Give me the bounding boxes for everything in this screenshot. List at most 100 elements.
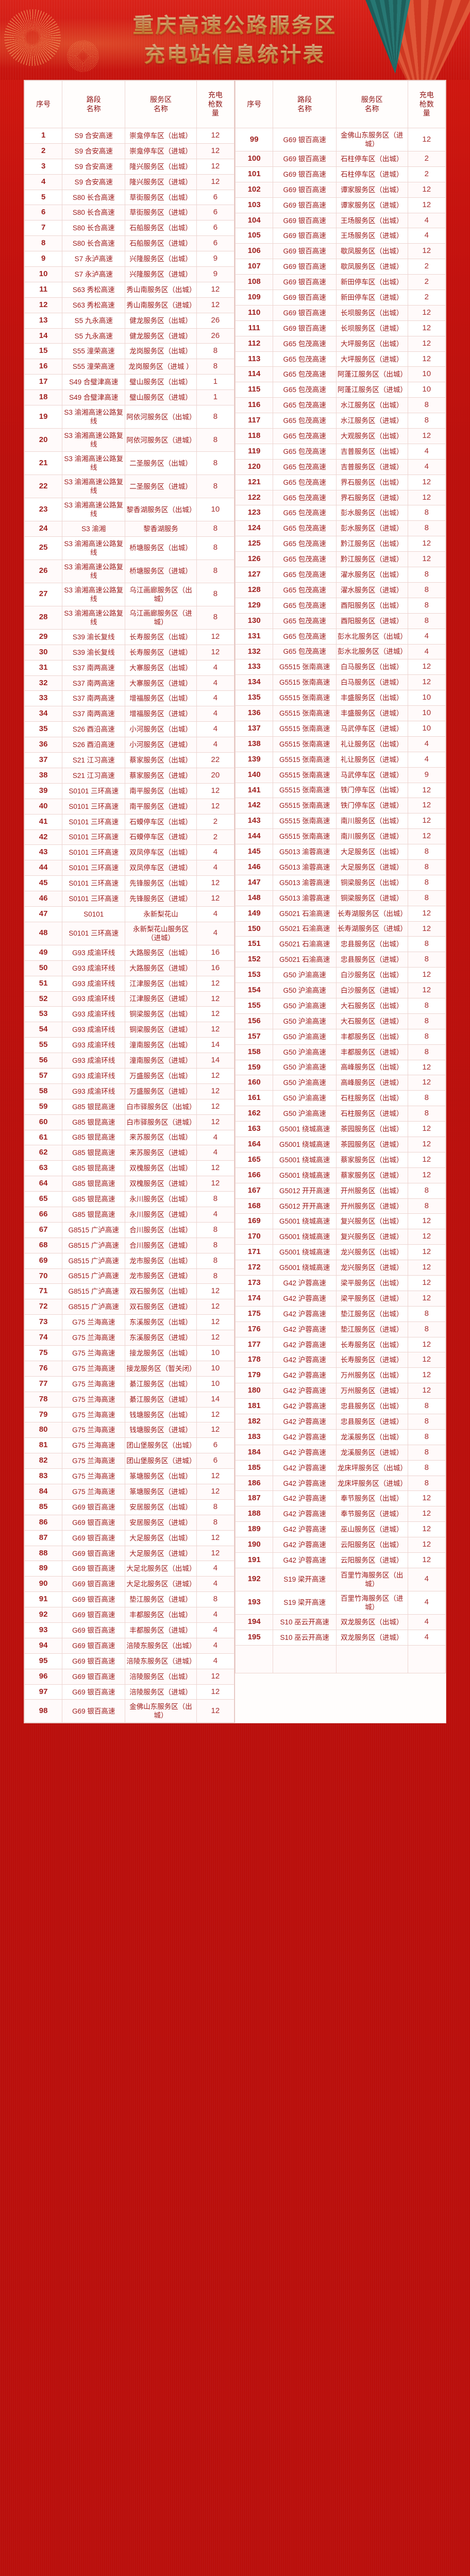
cell-road-name: G65 包茂高速	[273, 351, 337, 367]
cell-no: 56	[24, 1053, 63, 1069]
cell-no: 87	[24, 1530, 63, 1546]
cell-no: 131	[234, 628, 274, 645]
cell-road-name: S80 长合高速	[62, 220, 126, 236]
table-row: 187 G42 沪蓉高速 奉节服务区（出城） 12	[234, 1490, 446, 1507]
cell-empty	[407, 1645, 446, 1673]
cell-no: 135	[234, 690, 274, 706]
cell-no: 55	[24, 1037, 63, 1054]
cell-service-area: 白马服务区（出城）	[335, 659, 408, 675]
cell-no: 80	[24, 1422, 63, 1438]
cell-gun-count: 4	[196, 906, 235, 922]
cell-no: 45	[24, 875, 63, 892]
cell-gun-count: 8	[407, 1182, 446, 1199]
cell-service-area: 长坝服务区（进城）	[335, 320, 408, 336]
cell-no: 16	[24, 359, 63, 375]
cell-road-name: G75 兰海高速	[62, 1376, 126, 1392]
cell-service-area: 大足服务区（进城）	[125, 1545, 197, 1562]
table-row: 55 G93 成渝环线 潼南服务区（出城） 14	[24, 1037, 235, 1054]
cell-service-area: 垫江服务区（出城）	[335, 1306, 408, 1322]
cell-no: 66	[24, 1206, 63, 1223]
cell-gun-count: 4	[196, 1607, 235, 1623]
cell-gun-count: 8	[407, 520, 446, 537]
cell-road-name: G5515 张南高速	[273, 767, 337, 783]
cell-service-area: 丰都服务区（出城）	[335, 1028, 408, 1045]
cell-no: 110	[234, 304, 274, 321]
cell-no: 78	[24, 1391, 63, 1408]
cell-service-area: 长寿湖服务区（出城）	[335, 905, 408, 922]
cell-service-area: 涪陵东服务区（出城）	[125, 1637, 197, 1654]
cell-gun-count: 12	[407, 828, 446, 845]
table-row: 144 G5515 张南高速 南川服务区（进城） 12	[234, 828, 446, 845]
cell-gun-count: 12	[407, 982, 446, 998]
header-road-line1: 路段	[297, 95, 312, 104]
cell-service-area: 白沙服务区（进城）	[335, 982, 408, 998]
cell-road-name: S49 合璧津高速	[62, 374, 126, 391]
cell-no: 25	[24, 536, 63, 560]
cell-road-name: G69 银百高速	[62, 1668, 126, 1685]
cell-service-area: 丰都服务区（进城）	[125, 1622, 197, 1638]
cell-gun-count: 6	[196, 189, 235, 206]
cell-no: 160	[234, 1075, 274, 1091]
cell-service-area: 阿蓬江服务区（出城）	[335, 366, 408, 383]
cell-road-name: G93 成渝环线	[62, 1083, 126, 1099]
cell-service-area: 隆兴服务区（进城）	[125, 174, 197, 190]
cell-no: 143	[234, 813, 274, 829]
cell-no: 152	[234, 952, 274, 968]
table-row: 172 G5001 绕城高速 龙兴服务区（进城） 12	[234, 1260, 446, 1276]
cell-service-area: 崇龛停车区（进城）	[125, 143, 197, 159]
cell-no: 67	[24, 1222, 63, 1238]
cell-no: 189	[234, 1521, 274, 1538]
table-row: 194 S10 巫云开高速 双龙服务区（出城） 4	[234, 1614, 446, 1630]
cell-service-area: 彭水北服务区（出城）	[335, 628, 408, 645]
cell-no: 174	[234, 1290, 274, 1307]
column-header-road: 路段 名称	[62, 80, 126, 128]
header-area-line1: 服务区	[150, 95, 172, 104]
cell-service-area: 濯水服务区（出城）	[335, 567, 408, 583]
cell-road-name: G65 包茂高速	[273, 413, 337, 429]
cell-no: 130	[234, 613, 274, 629]
cell-gun-count: 8	[196, 559, 235, 583]
cell-service-area: 白沙服务区（出城）	[335, 967, 408, 984]
table-row: 34 S37 南两高速 增福服务区（进城） 4	[24, 706, 235, 722]
cell-gun-count: 8	[407, 997, 446, 1014]
table-row: 29 S39 渝长复线 长寿服务区（出城） 12	[24, 629, 235, 645]
cell-gun-count: 8	[407, 1321, 446, 1337]
cell-road-name: S26 酉沿高速	[62, 737, 126, 753]
cell-no: 138	[234, 736, 274, 752]
cell-gun-count: 4	[407, 751, 446, 768]
table-row: 9 S7 永泸高速 兴隆服务区（出城） 9	[24, 251, 235, 267]
cell-no: 33	[24, 690, 63, 707]
cell-road-name: G42 沪蓉高速	[273, 1460, 337, 1476]
cell-gun-count: 2	[407, 151, 446, 167]
cell-road-name: S0101 三环高速	[62, 921, 126, 945]
cell-no: 96	[24, 1668, 63, 1685]
cell-no: 132	[234, 643, 274, 660]
cell-gun-count: 10	[196, 1376, 235, 1392]
table-row: 64 G85 银昆高速 双槐服务区（进城） 12	[24, 1176, 235, 1192]
cell-gun-count: 12	[407, 782, 446, 799]
cell-road-name: G69 银百高速	[273, 243, 337, 260]
cell-road-name: S3 渝湘高速公路复线	[62, 582, 126, 606]
table-row: 158 G50 沪渝高速 丰都服务区（进城） 8	[234, 1044, 446, 1060]
cell-gun-count: 12	[407, 1490, 446, 1507]
cell-no: 155	[234, 997, 274, 1014]
table-row: 47 S0101 永新梨花山 4	[24, 906, 235, 922]
cell-no: 169	[234, 1213, 274, 1230]
cell-gun-count: 12	[196, 1330, 235, 1346]
table-row: 149 G5021 石渝高速 长寿湖服务区（出城） 12	[234, 905, 446, 922]
table-row: 31 S37 南两高速 大寨服务区（出城） 4	[24, 659, 235, 676]
cell-road-name: G69 银百高速	[62, 1699, 126, 1723]
cell-road-name: G42 沪蓉高速	[273, 1275, 337, 1291]
cell-road-name: S5 九永高速	[62, 328, 126, 344]
cell-no: 27	[24, 582, 63, 606]
cell-service-area: 东溪服务区（进城）	[125, 1330, 197, 1346]
cell-road-name: G5001 绕城高速	[273, 1137, 337, 1153]
cell-road-name: G65 包茂高速	[273, 643, 337, 660]
cell-service-area: 万州服务区（出城）	[335, 1367, 408, 1384]
cell-gun-count: 8	[196, 359, 235, 375]
header-area-line1: 服务区	[361, 95, 383, 104]
cell-no: 109	[234, 290, 274, 306]
table-row: 141 G5515 张南高速 铁门停车区（出城） 12	[234, 782, 446, 799]
cell-service-area: 双槐服务区（出城）	[125, 1160, 197, 1177]
cell-gun-count: 8	[196, 521, 235, 537]
